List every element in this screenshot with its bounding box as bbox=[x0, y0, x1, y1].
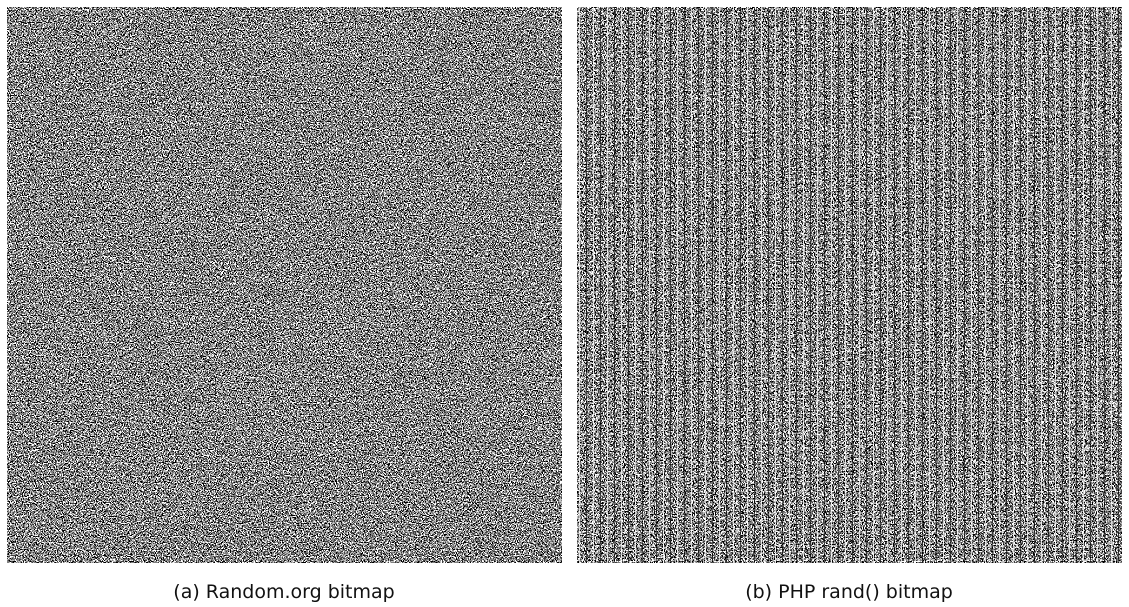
figure: (a) Random.org bitmap (b) PHP rand() bit… bbox=[0, 0, 1129, 607]
caption: (b) PHP rand() bitmap bbox=[745, 581, 953, 603]
bitmap-random-org bbox=[7, 7, 562, 563]
bitmap-stripes bbox=[577, 7, 1122, 563]
caption: (a) Random.org bitmap bbox=[173, 581, 394, 603]
bitmap-php-rand bbox=[577, 7, 1122, 563]
